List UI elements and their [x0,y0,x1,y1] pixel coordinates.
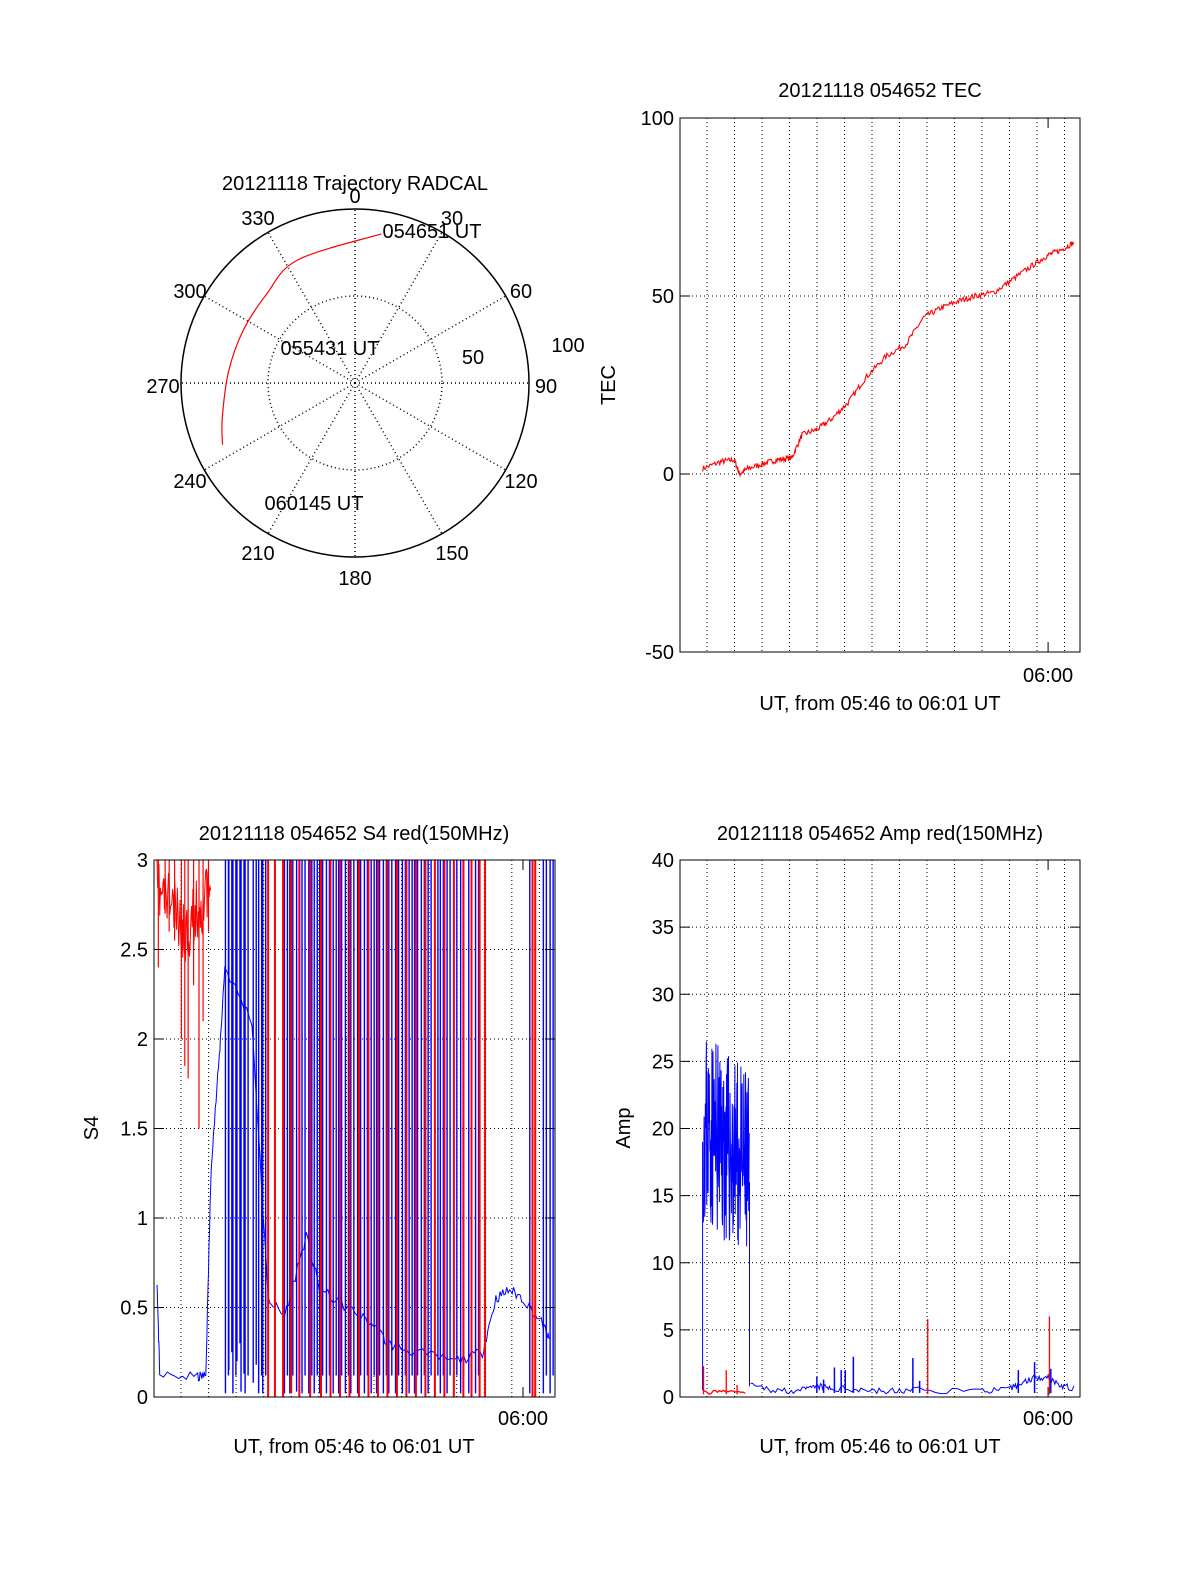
s4-x-tick-label: 06:00 [498,1408,548,1430]
polar-azimuth-label: 150 [435,543,468,565]
amp-y-ticks: 0 5 10 15 20 25 30 35 40 [652,850,1080,1409]
tec-frame [679,117,1081,653]
polar-trajectory-series [221,233,382,445]
polar-spoke [354,295,507,384]
amp-y-tick-label: 5 [663,1320,674,1342]
amp-y-tick-label: 35 [652,917,674,939]
amp-y-tick-label: 25 [652,1051,674,1073]
polar-spoke [354,231,443,384]
polar-spoke [267,382,356,535]
s4-y-tick-label: 2 [137,1029,148,1051]
tec-title: 20121118 054652 TEC [778,80,982,102]
amp-grid [680,860,1080,1397]
s4-series [156,859,554,1397]
polar-spoke [203,382,356,471]
s4-plot: 20121118 054652 S4 red(150MHz) 0 0.5 1 1.5 2… [81,823,556,1458]
s4-y-tick-label: 0.5 [120,1298,148,1320]
s4-y-tick-label: 1.5 [120,1119,148,1141]
tec-x-ticks: 06:00 [1023,118,1073,687]
polar-radial-labels: 50 100 [462,335,585,369]
polar-annotation: 055431 UT [281,338,380,360]
polar-grid [180,208,530,558]
amp-y-tick-label: 0 [663,1387,674,1409]
polar-inner-circle [267,295,443,471]
polar-radial-label: 50 [462,347,484,369]
polar-azimuth-labels: 0 30 60 90 120 150 180 210 240 270 300 330 [146,186,557,590]
amp-title: 20121118 054652 Amp red(150MHz) [717,823,1043,845]
polar-azimuth-label: 120 [504,471,537,493]
polar-spoke [354,382,443,535]
amp-y-tick-label: 10 [652,1253,674,1275]
polar-azimuth-label: 180 [338,568,371,590]
tec-y-tick-label: 100 [641,108,674,130]
tec-y-ticks: -50 0 50 100 [641,108,1080,664]
polar-azimuth-label: 270 [146,376,179,398]
amp-y-tick-label: 20 [652,1119,674,1141]
polar-radial-label: 100 [551,335,584,357]
amp-x-ticks: 06:00 [1023,860,1073,1430]
s4-y-tick-label: 1 [137,1208,148,1230]
polar-azimuth-label: 90 [535,376,557,398]
tec-y-tick-label: 0 [663,464,674,486]
polar-outer-circle [180,208,530,558]
amp-series [702,1041,1075,1396]
polar-spoke [267,231,356,384]
amp-blue-band [702,1041,750,1247]
polar-spoke [203,295,356,384]
polar-trajectory-line [221,233,382,445]
tec-x-tick-label: 06:00 [1023,665,1073,687]
tec-y-label: TEC [598,365,620,405]
polar-annotations: 054651 UT 055431 UT 060145 UT [265,221,482,515]
s4-y-tick-label: 0 [137,1387,148,1409]
amp-red-line [703,1389,746,1396]
s4-x-label: UT, from 05:46 to 06:01 UT [233,1436,474,1458]
s4-y-tick-label: 3 [137,850,148,872]
s4-y-tick-label: 2.5 [120,940,148,962]
polar-spoke [354,382,507,471]
polar-azimuth-label: 60 [510,281,532,303]
tec-y-tick-label: 50 [652,286,674,308]
amp-blue-line [750,1372,1075,1395]
amp-y-tick-label: 15 [652,1186,674,1208]
s4-red-early-line [156,859,211,962]
polar-azimuth-label: 300 [173,281,206,303]
s4-y-label: S4 [81,1116,103,1140]
amp-y-tick-label: 40 [652,850,674,872]
polar-azimuth-label: 330 [241,208,274,230]
polar-plot: 20121118 Trajectory RADCAL 0 30 60 90 120 150… [146,173,584,590]
polar-azimuth-label: 210 [241,543,274,565]
tec-line [702,241,1075,478]
polar-annotation: 054651 UT [383,221,482,243]
amp-x-tick-label: 06:00 [1023,1408,1073,1430]
polar-title: 20121118 Trajectory RADCAL [222,173,488,195]
polar-azimuth-label: 30 [441,208,463,230]
amp-y-label: Amp [613,1107,635,1148]
polar-azimuth-label: 240 [173,471,206,493]
s4-y-ticks: 0 0.5 1 1.5 2 2.5 3 [120,850,555,1409]
tec-grid [680,118,1080,652]
s4-x-ticks: 06:00 [498,860,548,1430]
amp-y-tick-label: 30 [652,984,674,1006]
tec-series [702,241,1075,478]
tec-y-tick-label: -50 [645,642,674,664]
s4-title: 20121118 054652 S4 red(150MHz) [199,823,510,845]
polar-azimuth-label: 0 [349,186,360,208]
amp-x-label: UT, from 05:46 to 06:01 UT [759,1436,1000,1458]
amp-plot: 20121118 054652 Amp red(150MHz) 0 5 10 15 20… [613,823,1081,1458]
tec-x-label: UT, from 05:46 to 06:01 UT [759,693,1000,715]
polar-annotation: 060145 UT [265,493,364,515]
